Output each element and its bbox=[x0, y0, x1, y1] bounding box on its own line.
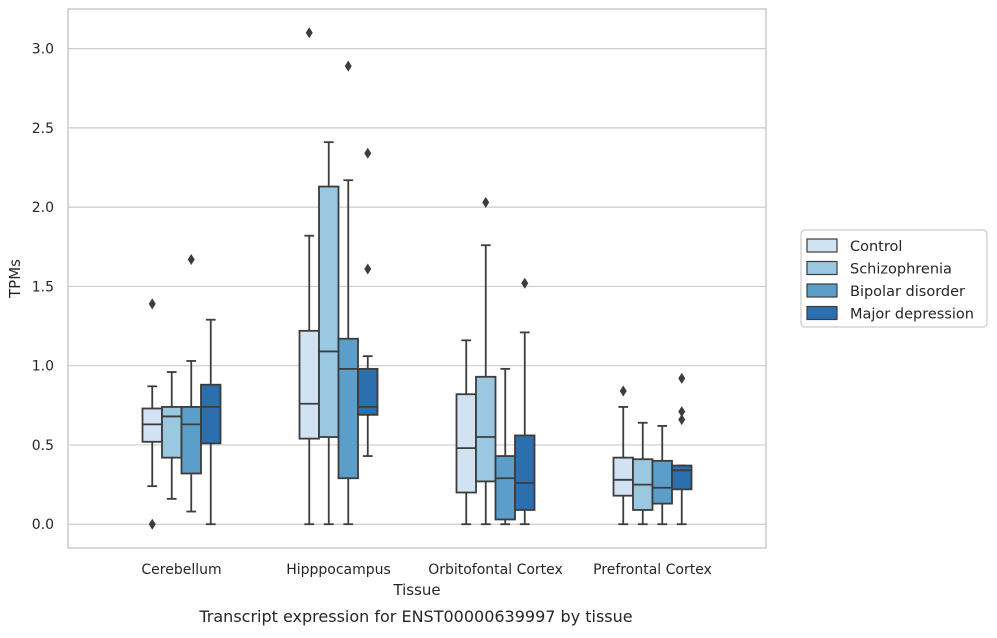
x-tick-label: Hipppocampus bbox=[286, 562, 391, 578]
box-iqr bbox=[651, 459, 673, 505]
box-iqr bbox=[357, 367, 379, 416]
box-group bbox=[671, 372, 693, 526]
y-axis-label: TPMs bbox=[6, 259, 24, 299]
box-group bbox=[357, 147, 379, 457]
outlier-point bbox=[482, 196, 490, 208]
chart-caption: Transcript expression for ENST0000063999… bbox=[198, 607, 632, 626]
box-group bbox=[298, 27, 320, 526]
y-tick-label: 0.5 bbox=[32, 438, 54, 454]
y-tick-labels: 0.0 0.5 1.0 1.5 2.0 2.5 3.0 bbox=[32, 42, 54, 534]
legend-label: Control bbox=[850, 239, 902, 255]
box-iqr bbox=[612, 456, 634, 497]
y-tick-label: 0.0 bbox=[32, 517, 54, 533]
box-group bbox=[514, 277, 536, 526]
outlier-point bbox=[364, 263, 372, 275]
outlier-point bbox=[678, 372, 686, 384]
box-iqr bbox=[180, 406, 202, 475]
box-group bbox=[632, 421, 654, 526]
legend-swatch bbox=[806, 305, 838, 321]
box-group bbox=[475, 196, 497, 526]
box-iqr bbox=[161, 406, 183, 459]
box-group bbox=[141, 298, 163, 530]
legend-label: Schizophrenia bbox=[850, 262, 952, 278]
y-tick-label: 1.0 bbox=[32, 359, 54, 375]
outlier-point bbox=[187, 253, 195, 265]
outlier-point bbox=[148, 298, 156, 310]
x-tick-label: Prefrontal Cortex bbox=[593, 562, 712, 578]
box-group bbox=[337, 60, 359, 526]
legend-label: Bipolar disorder bbox=[850, 284, 965, 300]
box-group bbox=[651, 425, 673, 526]
plot-frame bbox=[67, 8, 767, 549]
legend-swatch bbox=[806, 283, 838, 298]
legend: Control Schizophrenia Bipolar disorder Majo… bbox=[800, 229, 988, 328]
outlier-point bbox=[305, 27, 313, 39]
box-iqr bbox=[475, 375, 497, 483]
y-tick-label: 3.0 bbox=[32, 42, 54, 58]
box-group bbox=[494, 367, 516, 526]
box-iqr bbox=[494, 455, 516, 521]
y-tick-label: 2.0 bbox=[32, 200, 54, 216]
x-tick-label: Cerebellum bbox=[141, 562, 221, 578]
legend-frame bbox=[800, 229, 988, 328]
box-iqr bbox=[455, 393, 477, 494]
box-iqr bbox=[337, 337, 359, 480]
y-tick-label: 2.5 bbox=[32, 121, 54, 137]
box-iqr bbox=[318, 185, 340, 438]
outlier-point bbox=[678, 414, 686, 426]
box-group bbox=[161, 371, 183, 500]
box-group bbox=[180, 253, 202, 513]
legend-label: Major depression bbox=[850, 307, 974, 323]
x-tick-labels: Cerebellum Hipppocampus Orbitofontal Corte… bbox=[141, 562, 711, 578]
box-group bbox=[318, 141, 340, 526]
box-iqr bbox=[200, 383, 222, 445]
outlier-point bbox=[619, 385, 627, 397]
outlier-point bbox=[148, 518, 156, 530]
box-iqr bbox=[298, 329, 320, 440]
box-iqr bbox=[671, 464, 693, 491]
outlier-point bbox=[364, 147, 372, 159]
x-axis-label: Tissue bbox=[392, 581, 440, 599]
outlier-point bbox=[521, 277, 529, 289]
legend-swatch bbox=[806, 238, 838, 253]
outlier-point bbox=[344, 60, 352, 72]
box-group bbox=[200, 318, 222, 526]
y-tick-label: 1.5 bbox=[32, 279, 54, 295]
x-tick-label: Orbitofontal Cortex bbox=[428, 562, 563, 578]
outlier-point bbox=[678, 406, 686, 418]
plot-layer bbox=[141, 27, 693, 530]
legend-swatch bbox=[806, 260, 838, 276]
box-group bbox=[612, 385, 634, 526]
box-group bbox=[455, 339, 477, 526]
box-iqr bbox=[514, 434, 536, 511]
